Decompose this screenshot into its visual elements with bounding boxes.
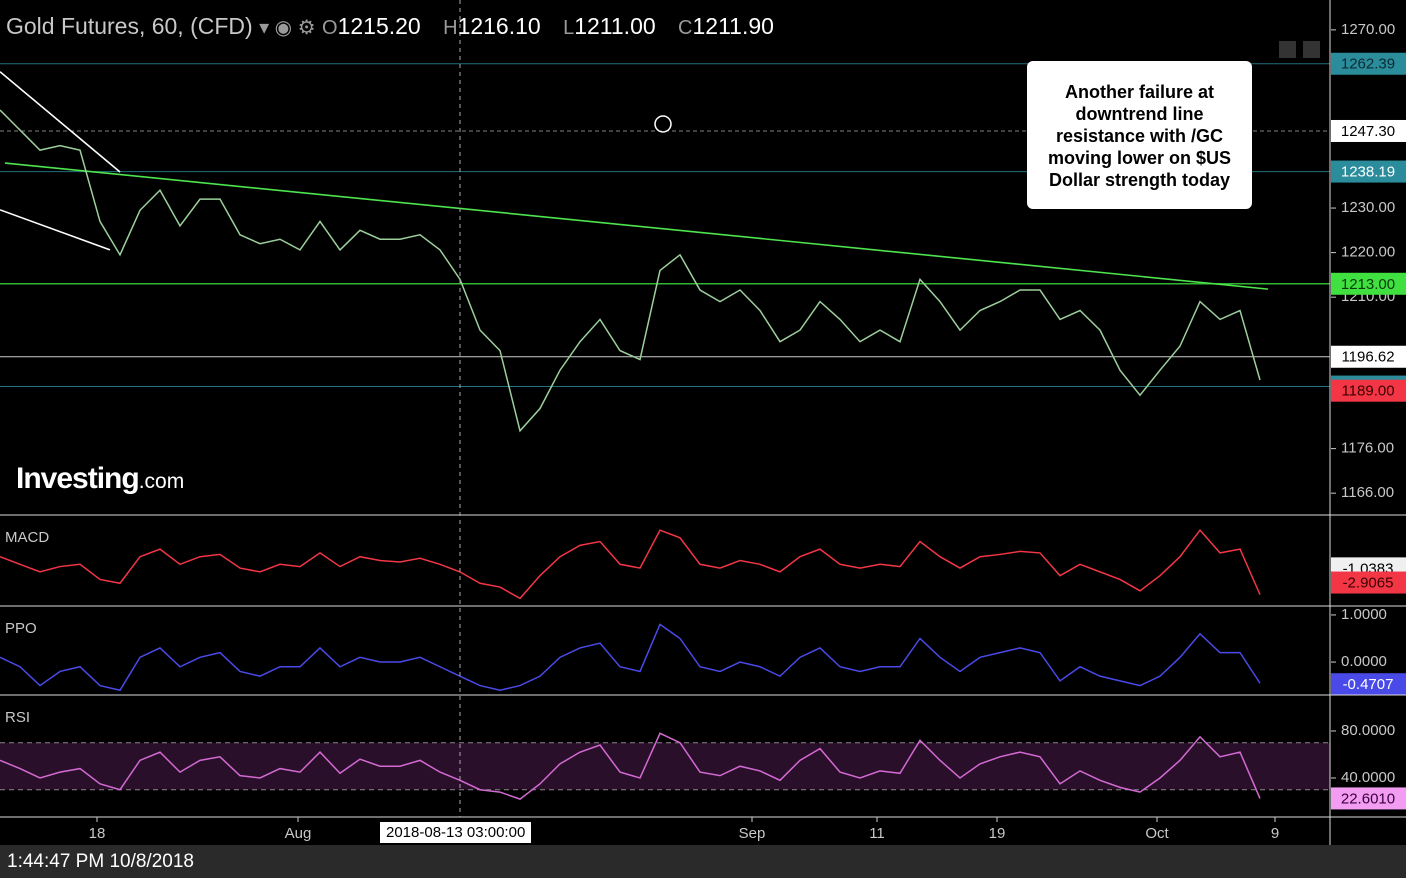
y-tick-label: 0.0000 bbox=[1341, 653, 1387, 670]
x-tick-label: 9 bbox=[1271, 825, 1279, 842]
ohlc-key: L bbox=[563, 17, 575, 39]
symbol[interactable]: Gold Futures, 60, (CFD) bbox=[6, 13, 253, 39]
value-label-box bbox=[1331, 345, 1406, 368]
x-tick-label: 18 bbox=[89, 825, 106, 842]
x-tick-label: 19 bbox=[989, 825, 1006, 842]
value-label-box bbox=[1331, 571, 1406, 594]
watermark-suffix: .com bbox=[138, 470, 185, 493]
watermark-brand: Investing bbox=[16, 462, 140, 495]
value-label-box bbox=[1331, 52, 1406, 75]
ohlc-key: O bbox=[322, 17, 338, 39]
y-tick-label: 1270.00 bbox=[1341, 21, 1395, 38]
value-label-box bbox=[1331, 787, 1406, 810]
rsi-band bbox=[0, 742, 1330, 790]
panel-title: MACD bbox=[5, 529, 49, 546]
series-line bbox=[0, 732, 1261, 800]
series-line bbox=[0, 109, 1261, 433]
x-tick-label: 11 bbox=[869, 825, 885, 842]
ohlc-value: 1211.00 bbox=[574, 13, 656, 39]
crosshair-label: 2018-08-13 03:00:00 bbox=[380, 822, 532, 843]
value-label: 1213.00 bbox=[1341, 276, 1395, 293]
annotation: Another failure at downtrend line resist… bbox=[1027, 61, 1252, 209]
value-label: 1247.30 bbox=[1341, 123, 1395, 140]
value-label-box bbox=[1331, 119, 1406, 142]
watermark: Investing.com bbox=[16, 462, 184, 496]
value-label-box bbox=[1331, 160, 1406, 183]
y-tick-label: 1.0000 bbox=[1341, 606, 1387, 623]
y-tick-label: 40.0000 bbox=[1341, 769, 1395, 786]
value-label-box bbox=[1331, 272, 1406, 295]
value-label-box bbox=[1331, 379, 1406, 402]
trend-line bbox=[4, 162, 1269, 290]
y-tick-label: 1166.00 bbox=[1341, 484, 1394, 501]
chart: 1270.001230.001220.001210.001176.001166.… bbox=[0, 0, 1406, 845]
ohlc-key: C bbox=[678, 17, 693, 39]
value-label-box bbox=[1331, 673, 1406, 696]
y-tick-label: 1230.00 bbox=[1341, 199, 1395, 216]
value-label: -2.9065 bbox=[1343, 575, 1394, 592]
ohlc-key: H bbox=[443, 17, 458, 39]
trend-line bbox=[0, 209, 111, 251]
x-tick-label: Oct bbox=[1145, 825, 1169, 842]
trend-line bbox=[0, 71, 121, 173]
ohlc-value: 1216.10 bbox=[457, 13, 541, 39]
scroll-down[interactable] bbox=[1279, 41, 1296, 58]
value-label: 1238.19 bbox=[1341, 164, 1395, 181]
series-line bbox=[0, 623, 1261, 692]
ohlc-value: 1211.90 bbox=[692, 13, 774, 39]
series-line bbox=[0, 528, 1261, 600]
ohlc-value: 1215.20 bbox=[337, 13, 421, 39]
panel-title: PPO bbox=[5, 620, 37, 637]
value-label: 1262.39 bbox=[1341, 56, 1395, 73]
value-label: 22.6010 bbox=[1341, 790, 1395, 807]
panel-title: RSI bbox=[5, 709, 30, 726]
x-tick-label: Aug bbox=[285, 825, 312, 842]
y-tick-label: 1220.00 bbox=[1341, 244, 1395, 261]
value-label: 1196.62 bbox=[1341, 349, 1394, 366]
status-bar: 1:44:47 PM 10/8/2018 bbox=[0, 845, 1406, 878]
x-tick-label: Sep bbox=[739, 825, 766, 842]
y-tick-label: 1176.00 bbox=[1341, 440, 1394, 457]
value-label: -0.4707 bbox=[1343, 676, 1394, 693]
scroll-up[interactable] bbox=[1303, 41, 1320, 58]
value-label: 1189.00 bbox=[1341, 383, 1394, 400]
header: Gold Futures, 60, (CFD) ▾ ◉ ⚙ O1215.20 H… bbox=[6, 13, 774, 39]
marker bbox=[654, 115, 672, 133]
y-tick-label: 80.0000 bbox=[1341, 722, 1395, 739]
